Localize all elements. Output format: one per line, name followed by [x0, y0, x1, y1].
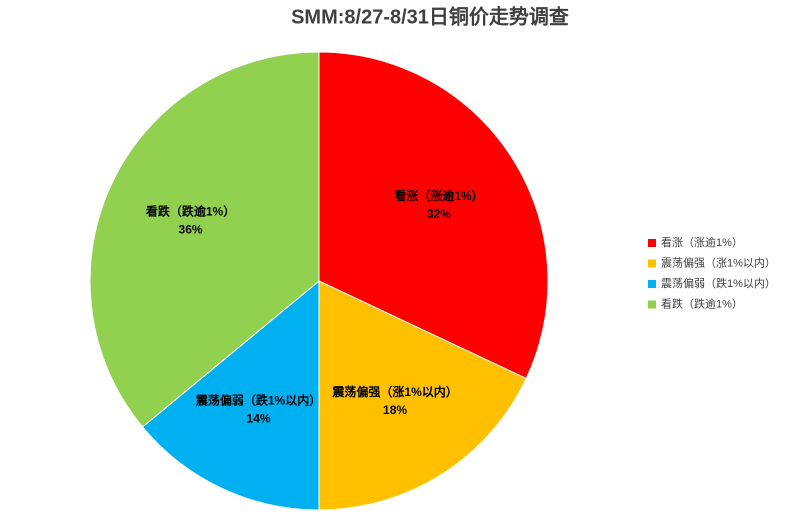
legend-label: 看跌（跌逾1%） [661, 296, 743, 310]
legend-swatch [648, 300, 656, 309]
slice-label: 看涨（涨逾1%） [394, 188, 483, 203]
slice-value-label: 18% [383, 403, 407, 417]
slice-label: 看跌（跌逾1%） [146, 204, 235, 219]
pie-slice [318, 280, 527, 511]
chart-title: SMM:8/27-8/31日铜价走势调查 [291, 4, 569, 28]
slice-label: 震荡偏强（涨1%以内） [332, 384, 457, 399]
slice-label: 震荡偏弱（跌1%以内） [196, 393, 321, 408]
legend-swatch [648, 280, 656, 288]
pie-slice [141, 279, 320, 511]
pie-slice [89, 51, 320, 428]
legend-label: 震荡偏弱（跌1%以内） [661, 276, 776, 290]
pie-slice [318, 51, 549, 380]
legend-label: 震荡偏强（涨1%以内） [661, 255, 776, 269]
slice-value-label: 36% [179, 223, 203, 237]
legend-swatch [648, 239, 656, 247]
slice-value-label: 14% [247, 412, 271, 426]
legend-label: 看涨（涨逾1%） [661, 235, 743, 249]
legend-swatch [648, 259, 656, 268]
slice-value-label: 32% [427, 207, 451, 221]
